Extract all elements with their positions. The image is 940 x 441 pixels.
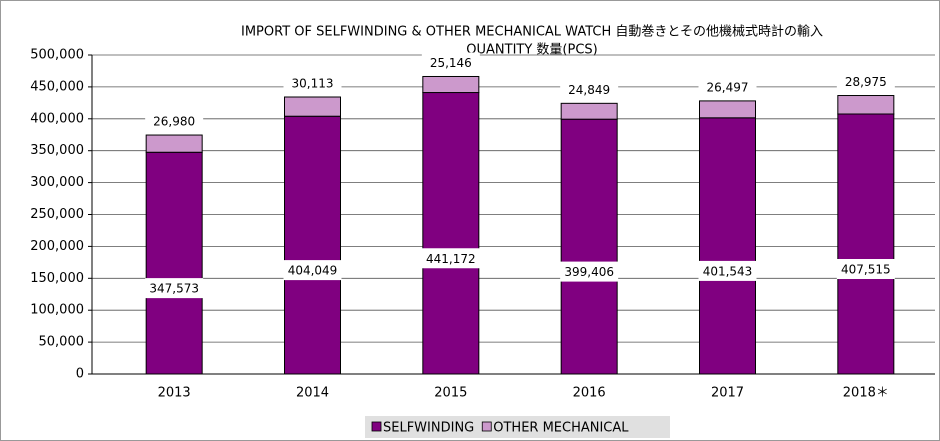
legend-swatch (481, 421, 492, 432)
value-label-box (836, 71, 895, 92)
legend-box (365, 416, 670, 438)
bar-segment (837, 113, 895, 375)
bar-segment (284, 96, 341, 117)
value-label: 25,146 (430, 56, 472, 70)
value-label-box (145, 278, 204, 299)
value-label-box (283, 260, 342, 281)
value-label: 404,049 (288, 264, 338, 278)
y-tick-label: 100,000 (30, 303, 84, 318)
y-tick-label: 200,000 (30, 239, 84, 254)
value-label: 441,172 (426, 252, 476, 266)
value-label-box (421, 52, 480, 73)
y-tick-label: 0 (76, 367, 84, 382)
value-label: 347,573 (149, 282, 199, 296)
legend-swatch (371, 421, 382, 432)
bar-segment (560, 118, 618, 375)
y-tick-label: 50,000 (39, 335, 85, 350)
value-label-box (698, 260, 757, 281)
bar-segment (699, 117, 756, 375)
y-tick-label: 250,000 (30, 207, 84, 222)
x-tick-label: 2017 (711, 386, 744, 401)
value-label-box (145, 111, 204, 132)
value-label: 24,849 (568, 83, 610, 97)
bar-segment (145, 151, 203, 375)
value-label-box (836, 259, 895, 280)
y-tick-label: 500,000 (30, 48, 84, 63)
value-label: 28,975 (845, 75, 887, 89)
x-tick-label: 2016 (573, 386, 606, 401)
chart-subtitle: QUANTITY 数量(PCS) (466, 43, 597, 58)
y-tick-label: 300,000 (30, 175, 84, 190)
y-tick-label: 350,000 (30, 143, 84, 158)
value-label: 30,113 (292, 77, 334, 91)
chart-title: IMPORT OF SELFWINDING & OTHER MECHANICAL… (241, 24, 823, 40)
legend-label: SELFWINDING (383, 421, 474, 436)
bar-segment (284, 115, 341, 375)
y-tick-label: 400,000 (30, 111, 84, 126)
value-label-box (560, 79, 619, 100)
bar-segment (145, 134, 203, 153)
x-tick-label: 2018＊ (843, 386, 889, 401)
x-tick-label: 2015 (434, 386, 467, 401)
y-tick-label: 450,000 (30, 79, 84, 94)
value-label-box (560, 261, 619, 282)
bar-segment (837, 95, 895, 115)
x-tick-label: 2013 (158, 386, 191, 401)
bar-segment (422, 75, 480, 94)
value-label: 407,515 (841, 263, 891, 277)
y-tick-label: 150,000 (30, 271, 84, 286)
legend-label: OTHER MECHANICAL (493, 421, 629, 436)
x-tick-label: 2014 (296, 386, 329, 401)
value-label: 401,543 (703, 264, 753, 278)
value-label-box (283, 73, 342, 94)
bar-segment (699, 100, 756, 119)
value-label-box (421, 248, 480, 269)
bar-segment (560, 102, 618, 120)
value-label: 26,980 (153, 115, 195, 129)
value-label: 26,497 (707, 80, 749, 94)
bar-segment (422, 92, 480, 375)
value-label: 399,406 (564, 265, 614, 279)
value-label-box (698, 76, 757, 97)
